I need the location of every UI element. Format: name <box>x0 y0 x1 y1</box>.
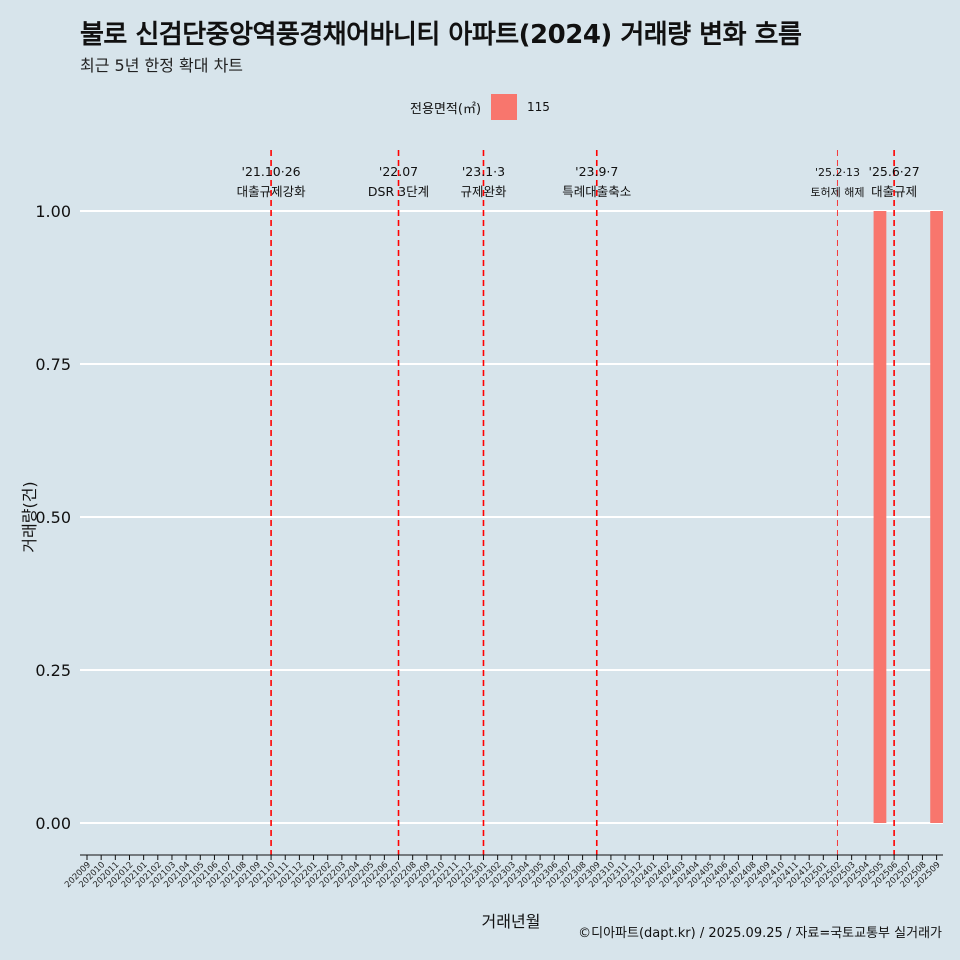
bar <box>873 211 887 823</box>
y-axis-label: 거래량(건) <box>20 481 39 553</box>
event-date-label: '23.1·3 <box>462 164 505 179</box>
event-name-label: 특례대출축소 <box>562 184 631 199</box>
bar <box>930 211 943 823</box>
legend: 전용면적(㎡) 115 <box>0 94 960 120</box>
event-date-label: '22.07 <box>379 164 418 179</box>
event-date-label: '23.9·7 <box>575 164 618 179</box>
y-tick-label: 0.00 <box>35 814 71 833</box>
event-date-label: '25.6·27 <box>869 164 920 179</box>
event-name-label: 대출규제강화 <box>237 184 307 199</box>
event-date-label: '25.2·13 <box>815 166 860 179</box>
chart-title: 불로 신검단중앙역풍경채어바니티 아파트(2024) 거래량 변화 흐름 <box>80 20 802 50</box>
y-tick-label: 1.00 <box>35 202 71 221</box>
y-tick-label: 0.75 <box>35 355 71 374</box>
source-caption: ©디아파트(dapt.kr) / 2025.09.25 / 자료=국토교통부 실… <box>578 926 942 941</box>
event-name-label: DSR 3단계 <box>368 184 429 199</box>
event-name-label: 대출규제 <box>871 184 917 199</box>
event-date-label: '21.10·26 <box>242 164 301 179</box>
event-name-label: 규제완화 <box>460 184 507 199</box>
chart-subtitle: 최근 5년 한정 확대 차트 <box>80 56 244 75</box>
y-tick-label: 0.25 <box>35 661 71 680</box>
legend-swatch <box>491 94 518 120</box>
y-tick-label: 0.50 <box>35 508 71 527</box>
x-axis-label: 거래년월 <box>481 912 541 931</box>
legend-label: 115 <box>527 100 550 114</box>
legend-title: 전용면적(㎡) <box>410 101 482 117</box>
event-name-label: 토허제 해제 <box>810 185 864 199</box>
